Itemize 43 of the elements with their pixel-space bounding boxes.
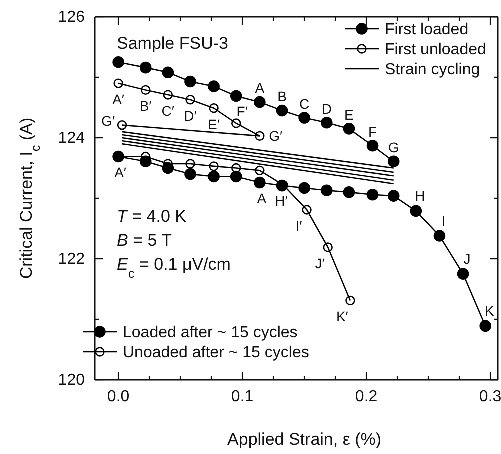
annotation: J bbox=[464, 251, 471, 268]
annotation: B = 5 T bbox=[117, 231, 172, 250]
annotation: K′ bbox=[336, 308, 349, 325]
annotation: Sample FSU-3 bbox=[117, 34, 228, 53]
annotation: F′ bbox=[236, 103, 248, 120]
annotation: C bbox=[299, 96, 310, 112]
x-tick-label: 0.2 bbox=[355, 388, 378, 406]
y-tick-label: 122 bbox=[58, 251, 86, 268]
annotation: K bbox=[484, 303, 495, 320]
x-tick-label: 0.3 bbox=[479, 388, 501, 406]
annotation: G′ bbox=[269, 128, 284, 144]
annotation: E$_{c}$ = 0.1 μV/cm bbox=[117, 255, 231, 280]
legend-label: Unoaded after ~ 15 cycles bbox=[123, 344, 310, 362]
annotation: B′ bbox=[140, 98, 152, 114]
annotation: T = 4.0 K bbox=[117, 207, 188, 226]
annotation: D′ bbox=[184, 108, 198, 124]
annotation: H bbox=[415, 188, 426, 204]
x-axis-title: Applied Strain, ε (%) bbox=[228, 430, 382, 449]
annotation: A′ bbox=[112, 91, 125, 108]
annotation: D bbox=[322, 100, 332, 117]
y-tick-label: 124 bbox=[58, 130, 86, 148]
legend-label: First unloaded bbox=[385, 42, 486, 59]
legend-label: Strain cycling bbox=[385, 62, 480, 79]
annotation: H′ bbox=[275, 193, 288, 210]
annotation: A′ bbox=[114, 164, 127, 181]
annotation: I′ bbox=[296, 218, 303, 234]
legend-label: First loaded bbox=[385, 22, 469, 39]
annotation: C′ bbox=[162, 102, 175, 119]
annotation: J′ bbox=[315, 255, 326, 272]
x-tick-label: 0.0 bbox=[107, 388, 130, 406]
annotation: E′ bbox=[208, 116, 220, 132]
annotation: G′ bbox=[102, 113, 116, 130]
x-tick-label: 0.1 bbox=[231, 388, 254, 406]
annotation: I bbox=[442, 212, 446, 229]
y-tick-label: 120 bbox=[58, 372, 86, 390]
annotation: E bbox=[344, 106, 354, 123]
annotation: A bbox=[257, 190, 268, 207]
annotation: G bbox=[388, 139, 400, 156]
legend-label: Loaded after ~ 15 cycles bbox=[123, 324, 298, 342]
annotation: F bbox=[368, 124, 378, 140]
annotation: B bbox=[278, 88, 287, 105]
annotation: A bbox=[255, 80, 266, 96]
y-tick-label: 126 bbox=[58, 9, 86, 26]
